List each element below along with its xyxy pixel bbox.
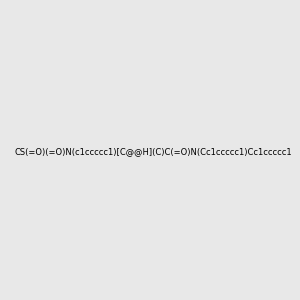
Text: CS(=O)(=O)N(c1ccccc1)[C@@H](C)C(=O)N(Cc1ccccc1)Cc1ccccc1: CS(=O)(=O)N(c1ccccc1)[C@@H](C)C(=O)N(Cc1… (15, 147, 292, 156)
